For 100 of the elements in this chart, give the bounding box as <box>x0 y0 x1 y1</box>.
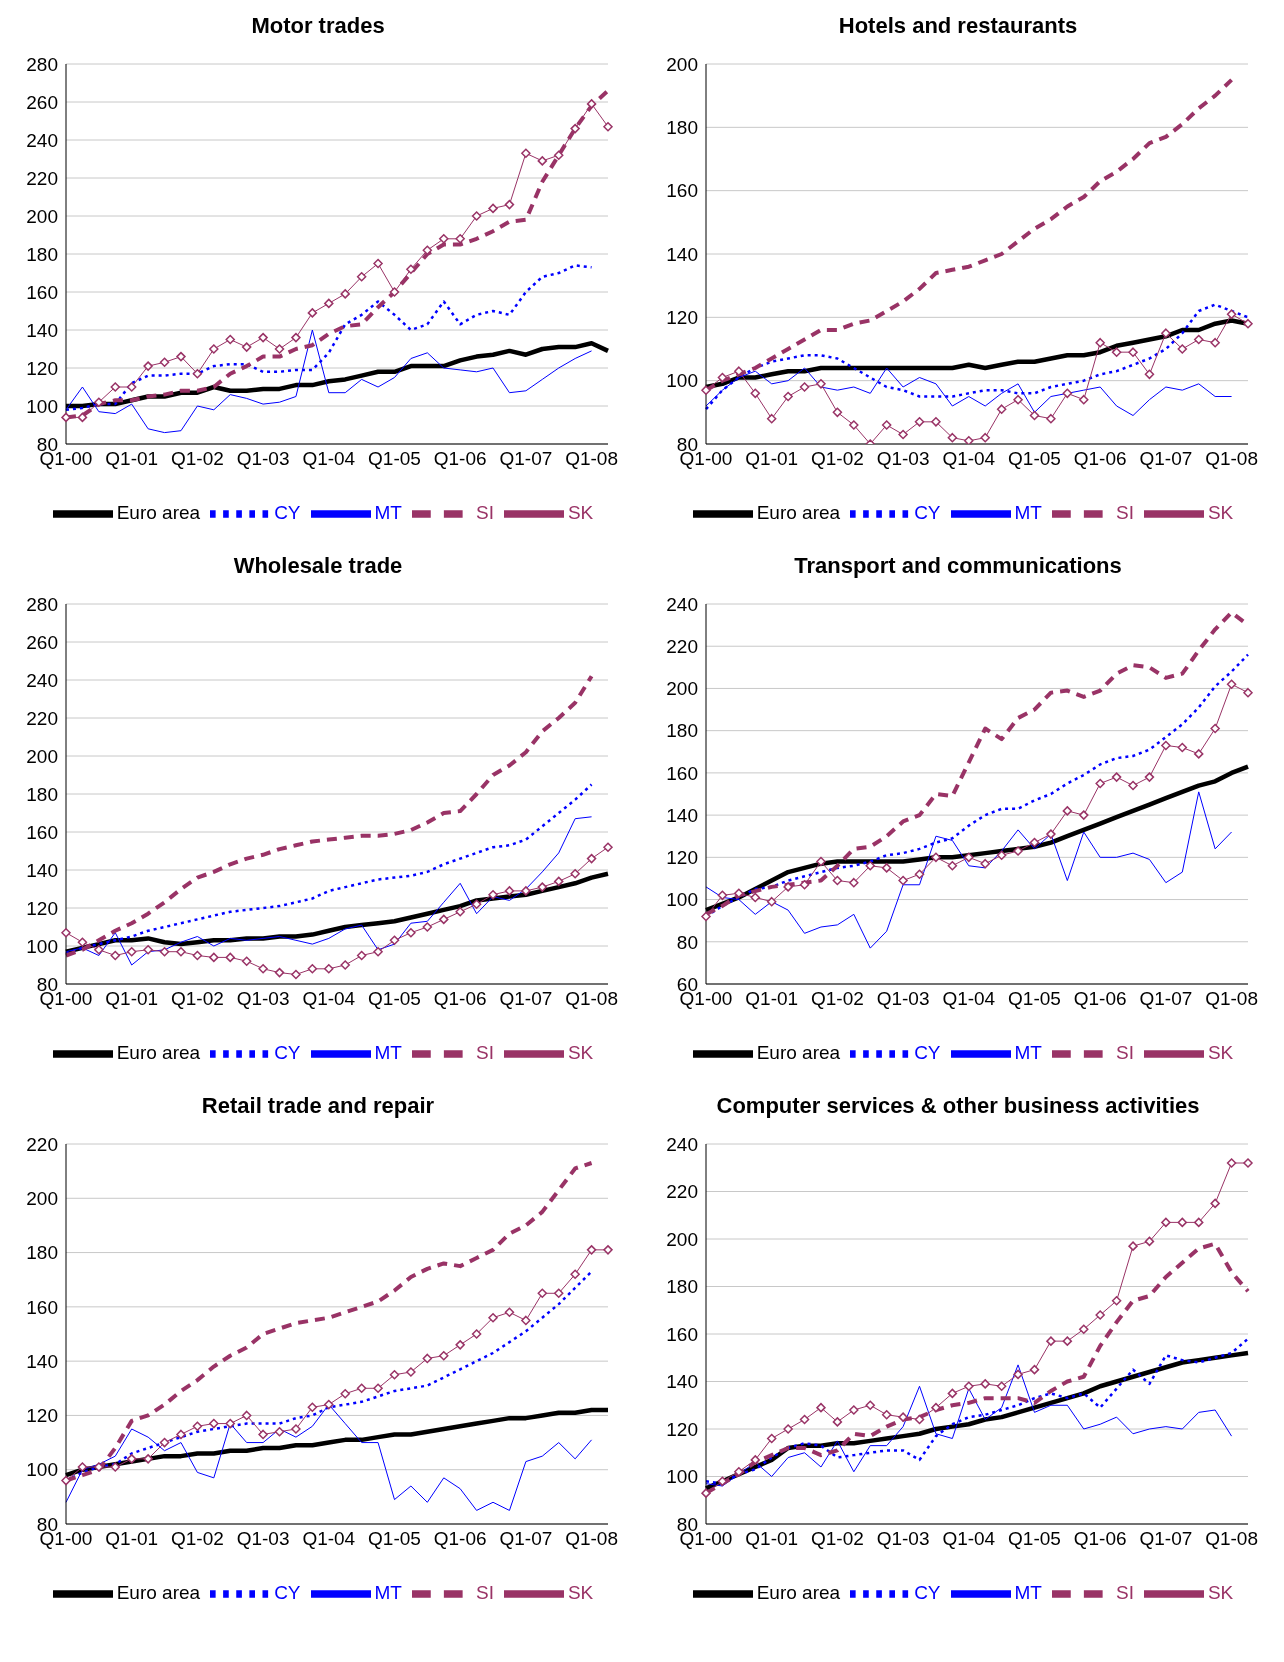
point <box>143 1454 153 1464</box>
point <box>488 203 498 214</box>
point <box>1029 410 1040 421</box>
point <box>324 964 334 974</box>
point <box>914 869 925 879</box>
x-tick-label: Q1-05 <box>368 1528 421 1550</box>
point <box>504 886 515 896</box>
point <box>783 882 793 892</box>
point <box>586 853 597 864</box>
point <box>717 890 728 901</box>
y-tick-label: 100 <box>26 395 58 417</box>
point <box>241 956 252 966</box>
y-tick-label: 160 <box>26 821 58 843</box>
point <box>1046 829 1056 839</box>
x-tick-label: Q1-04 <box>942 1528 996 1550</box>
point <box>734 366 744 376</box>
point <box>816 379 826 389</box>
point <box>1095 1310 1105 1320</box>
point <box>225 1418 235 1429</box>
point <box>422 922 433 932</box>
y-tick-label: 220 <box>26 167 58 189</box>
point <box>356 272 367 282</box>
x-tick-label: Q1-07 <box>1139 988 1193 1010</box>
x-tick-label: Q1-07 <box>1139 448 1193 470</box>
legend-label: CY <box>914 502 941 524</box>
legend-label: CY <box>274 502 301 524</box>
point <box>1193 1217 1204 1228</box>
point <box>931 852 941 863</box>
point <box>947 1388 958 1399</box>
point <box>521 148 531 159</box>
point <box>570 123 580 134</box>
y-tick-label: 200 <box>26 745 58 767</box>
point <box>553 1288 564 1299</box>
point <box>504 1307 515 1318</box>
legend-label: CY <box>274 1042 301 1064</box>
x-tick-label: Q1-06 <box>433 448 487 470</box>
point <box>931 417 941 427</box>
y-tick-label: 240 <box>666 593 698 615</box>
point <box>1193 749 1204 759</box>
point <box>1095 778 1105 789</box>
y-tick-label: 200 <box>666 678 698 700</box>
point <box>849 877 859 888</box>
point <box>1243 318 1253 329</box>
point <box>799 1414 810 1425</box>
point <box>1062 1336 1073 1346</box>
point <box>570 1269 580 1280</box>
chart-title: Motor trades <box>250 12 386 40</box>
y-tick-label: 200 <box>26 205 58 227</box>
point <box>77 937 88 947</box>
point <box>1079 394 1089 405</box>
point <box>964 852 974 863</box>
point <box>766 413 777 424</box>
y-tick-label: 200 <box>666 53 698 75</box>
legend-label: CY <box>274 1582 301 1604</box>
point <box>406 927 416 938</box>
point <box>766 1433 777 1444</box>
point <box>291 1424 301 1434</box>
legend-label: MT <box>1014 502 1042 524</box>
point <box>881 420 892 430</box>
point <box>1013 394 1023 405</box>
point <box>832 875 843 886</box>
y-tick-label: 240 <box>666 1133 698 1155</box>
legend-label: SI <box>1115 1042 1134 1064</box>
legend-label: SI <box>475 1042 494 1064</box>
x-tick-label: Q1-05 <box>368 988 421 1010</box>
y-tick-label: 120 <box>26 357 58 379</box>
point <box>586 99 597 109</box>
y-tick-label: 200 <box>26 1188 58 1210</box>
legend-label: Euro area <box>756 502 841 524</box>
x-tick-label: Q1-03 <box>236 988 290 1010</box>
y-tick-label: 220 <box>666 635 698 657</box>
point <box>1111 347 1122 357</box>
point <box>1226 679 1237 689</box>
point <box>521 886 531 896</box>
point <box>1210 723 1220 734</box>
point <box>340 960 350 970</box>
x-tick-label: Q1-02 <box>810 988 864 1010</box>
legend-label: MT <box>374 502 402 524</box>
point <box>159 357 170 368</box>
point <box>1128 780 1138 791</box>
x-tick-label: Q1-05 <box>1008 1528 1061 1550</box>
point <box>1161 1217 1171 1228</box>
point <box>455 1340 465 1350</box>
point <box>192 368 203 379</box>
point <box>94 397 104 407</box>
point <box>701 385 711 395</box>
point <box>307 308 318 318</box>
point <box>832 1417 843 1427</box>
point <box>1062 806 1073 816</box>
point <box>110 1462 121 1472</box>
y-tick-label: 160 <box>666 180 698 202</box>
point <box>1013 1369 1023 1380</box>
y-tick-label: 180 <box>666 720 698 742</box>
chart-title: Hotels and restaurants <box>837 12 1079 40</box>
point <box>110 382 121 392</box>
point <box>1226 1158 1237 1168</box>
x-tick-label: Q1-07 <box>499 988 553 1010</box>
point <box>94 945 104 955</box>
point <box>258 964 268 974</box>
y-tick-label: 160 <box>26 1296 58 1318</box>
